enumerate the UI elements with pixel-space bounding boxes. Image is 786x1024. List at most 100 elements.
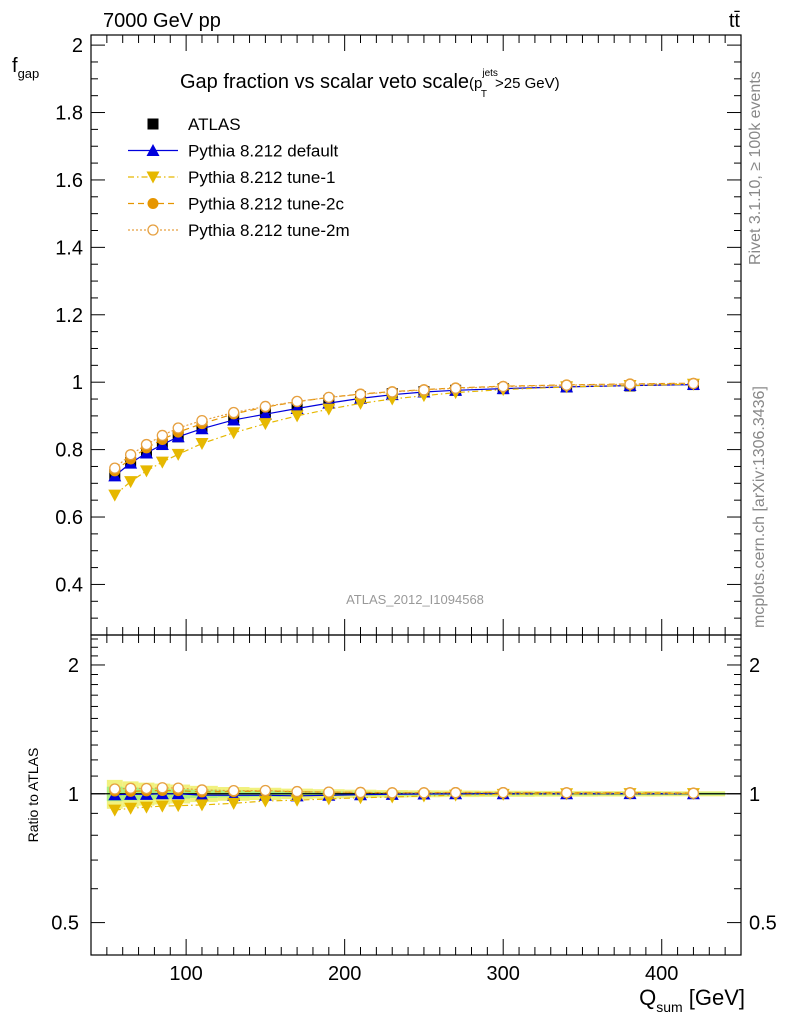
ratio-y-tick-label-right: 0.5 (749, 913, 777, 935)
ratio-y-tick-label-right: 1 (749, 784, 760, 806)
ratio-point-pythia-8-212-tune-1 (124, 802, 138, 815)
data-point-pythia-8-212-tune-2m (687, 377, 700, 390)
x-tick-label: 100 (169, 963, 202, 985)
x-tick-label: 400 (645, 963, 678, 985)
data-point-pythia-8-212-tune-1 (322, 403, 336, 416)
top-y-tick-label: 1.4 (55, 237, 83, 259)
data-point-pythia-8-212-tune-1 (354, 397, 368, 410)
x-axis-label: Qsum [GeV] (639, 985, 745, 1015)
legend-marker-atlas (147, 118, 159, 130)
top-y-tick-label: 1 (72, 372, 83, 394)
ratio-y-tick-label-right: 2 (749, 655, 760, 677)
legend-label-pythia-8-212-tune-2m: Pythia 8.212 tune-2m (188, 221, 350, 240)
legend-label-pythia-8-212-tune-2c: Pythia 8.212 tune-2c (188, 195, 344, 214)
ratio-point-pythia-8-212-tune-2m (156, 782, 168, 794)
legend-marker-pythia-8-212-tune-2m (147, 224, 159, 236)
data-point-pythia-8-212-tune-1 (139, 465, 153, 478)
chart-title: Gap fraction vs scalar veto scale(pjets T… (180, 68, 560, 100)
ratio-point-pythia-8-212-tune-2m (109, 783, 121, 795)
ratio-y-axis-label: Ratio to ATLAS (25, 748, 41, 843)
legend: ATLAS Pythia 8.212 default Pythia 8.212 tu… (128, 115, 350, 240)
ratio-point-pythia-8-212-tune-1 (258, 795, 272, 808)
x-tick-label: 300 (487, 963, 520, 985)
top-y-tick-label: 0.4 (55, 574, 83, 596)
top-y-tick-label: 0.8 (55, 440, 83, 462)
data-point-pythia-8-212-tune-2m (124, 449, 137, 461)
ratio-point-pythia-8-212-tune-1 (155, 800, 169, 813)
data-point-pythia-8-212-tune-1 (290, 410, 304, 423)
ratio-point-pythia-8-212-tune-2m (449, 787, 462, 799)
x-tick-label: 200 (328, 963, 361, 985)
ratio-point-pythia-8-212-tune-2m (418, 787, 430, 799)
data-point-pythia-8-212-tune-2m (228, 406, 240, 419)
data-point-pythia-8-212-tune-2m (172, 422, 184, 434)
data-point-pythia-8-212-tune-2m (196, 414, 208, 427)
mcplots-label: mcplots.cern.ch [arXiv:1306.3436] (751, 386, 768, 628)
data-point-pythia-8-212-tune-2m (259, 400, 272, 413)
data-point-pythia-8-212-tune-1 (195, 438, 209, 451)
ratio-point-pythia-8-212-tune-2m (687, 787, 700, 799)
data-point-pythia-8-212-tune-2m (109, 462, 121, 474)
legend-label-atlas: ATLAS (188, 115, 241, 134)
bottom-panel-frame (90, 634, 742, 956)
data-point-pythia-8-212-tune-2m (140, 438, 153, 451)
ratio-point-pythia-8-212-tune-2m (560, 787, 573, 799)
data-point-pythia-8-212-tune-2m (497, 380, 509, 393)
ratio-point-pythia-8-212-tune-1 (290, 794, 304, 807)
ratio-point-pythia-8-212-tune-1 (227, 797, 241, 810)
energy-label: 7000 GeV pp (103, 10, 221, 32)
data-point-pythia-8-212-tune-1 (227, 427, 241, 440)
ratio-point-pythia-8-212-tune-2m (140, 782, 153, 795)
ratio-point-pythia-8-212-tune-2m (291, 785, 303, 798)
legend-marker-pythia-8-212-default (146, 144, 160, 156)
process-label: tt̄ (729, 10, 741, 32)
analysis-id-label: ATLAS_2012_I1094568 (346, 592, 484, 607)
ratio-point-pythia-8-212-tune-2m (354, 786, 367, 799)
data-point-pythia-8-212-tune-2m (418, 384, 430, 396)
bottom-panel-series (108, 782, 700, 817)
ratio-point-pythia-8-212-tune-2m (228, 785, 240, 797)
legend-marker-pythia-8-212-tune-1 (146, 171, 160, 184)
top-y-tick-label: 0.6 (55, 507, 83, 529)
data-point-pythia-8-212-tune-2m (354, 388, 367, 400)
ratio-point-pythia-8-212-tune-1 (171, 800, 185, 813)
top-y-axis-label: fgap (12, 55, 39, 81)
ratio-point-pythia-8-212-tune-2m (259, 784, 272, 797)
ratio-point-pythia-8-212-tune-2m (624, 787, 636, 799)
ratio-y-tick-label: 1 (68, 784, 79, 806)
ratio-point-pythia-8-212-tune-2m (196, 784, 208, 796)
ratio-y-tick-label: 0.5 (51, 913, 79, 935)
legend-label-pythia-8-212-default: Pythia 8.212 default (188, 142, 339, 161)
ratio-point-pythia-8-212-tune-2m (386, 787, 398, 799)
data-point-pythia-8-212-tune-1 (258, 418, 272, 431)
legend-marker-pythia-8-212-tune-2c (147, 198, 159, 209)
data-point-pythia-8-212-tune-2m (291, 395, 303, 408)
top-y-tick-label: 2 (72, 35, 83, 57)
data-point-pythia-8-212-tune-2m (323, 391, 335, 404)
ratio-point-pythia-8-212-tune-2m (124, 782, 137, 794)
data-point-pythia-8-212-tune-2m (560, 379, 573, 391)
ratio-point-pythia-8-212-tune-2m (172, 782, 184, 794)
top-y-tick-label: 1.2 (55, 305, 83, 327)
ratio-point-pythia-8-212-tune-2m (497, 787, 509, 799)
top-panel-series (108, 377, 700, 502)
top-y-tick-label: 1.8 (55, 103, 83, 125)
data-point-pythia-8-212-tune-2m (449, 382, 462, 394)
data-point-pythia-8-212-tune-2m (386, 386, 398, 398)
top-y-tick-label: 1.6 (55, 170, 83, 192)
data-point-pythia-8-212-tune-2m (624, 378, 636, 390)
ratio-point-pythia-8-212-tune-1 (108, 804, 122, 817)
data-point-pythia-8-212-default (258, 407, 272, 420)
ratio-point-pythia-8-212-tune-2m (323, 786, 335, 798)
ratio-point-pythia-8-212-tune-1 (139, 801, 153, 814)
data-point-pythia-8-212-default (227, 413, 241, 426)
rivet-version-label: Rivet 3.1.10, ≥ 100k events (747, 71, 764, 265)
series-line-pythia-8-212-tune-2m (114, 382, 694, 469)
bottom-axis-ticks: 100 200 300 400 0.5 0.5 1 1 2 2 (51, 35, 777, 985)
data-point-pythia-8-212-tune-1 (124, 476, 138, 489)
ratio-y-tick-label: 2 (68, 655, 79, 677)
data-point-pythia-8-212-tune-1 (155, 456, 169, 469)
top-y-axis-ticks: 0.4 0.6 0.8 1 1.2 1.4 1.6 1.8 2 (55, 35, 741, 619)
legend-label-pythia-8-212-tune-1: Pythia 8.212 tune-1 (188, 168, 335, 187)
data-point-pythia-8-212-tune-1 (108, 489, 122, 502)
